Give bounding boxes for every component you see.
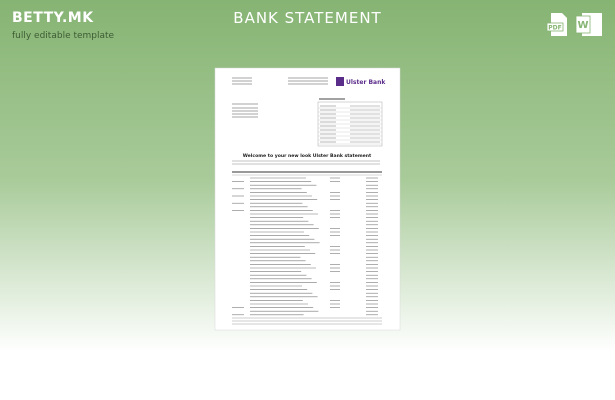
- page-title: BANK STATEMENT: [233, 9, 382, 27]
- word-icon[interactable]: W: [575, 13, 602, 36]
- statement-document: Ulster Bank Welcome to your new look Uls…: [214, 67, 401, 331]
- word-label: W: [577, 20, 588, 31]
- pdf-label: PDF: [548, 25, 561, 32]
- logo[interactable]: BETTY.MK: [12, 10, 94, 26]
- welcome-heading: Welcome to your new look Ulster Bank sta…: [243, 153, 372, 159]
- tagline: fully editable template: [12, 31, 115, 41]
- pdf-icon[interactable]: PDF: [546, 13, 567, 36]
- bank-name: Ulster Bank: [346, 79, 386, 86]
